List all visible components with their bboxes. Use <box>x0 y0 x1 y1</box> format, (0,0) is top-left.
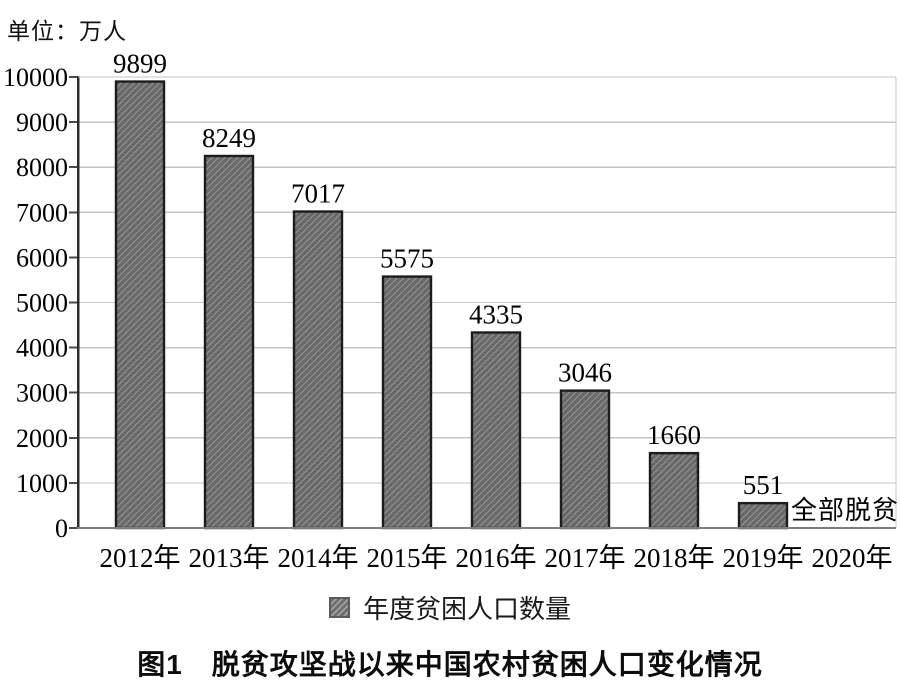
y-tick-label: 8000 <box>16 153 68 182</box>
bar-2012年 <box>114 80 166 530</box>
bar-value-label: 1660 <box>647 420 701 450</box>
axes-group <box>69 76 896 529</box>
bar-value-label: 9899 <box>113 49 167 79</box>
y-tick-label: 6000 <box>16 243 68 272</box>
bar-2019年 <box>737 501 789 530</box>
x-tick-label: 2013年 <box>189 543 270 573</box>
bar-value-label: 4335 <box>469 299 523 329</box>
annotation-2020年: 全部脱贫 <box>791 496 899 525</box>
legend: 年度贫困人口数量 <box>0 589 900 626</box>
bar-value-label: 551 <box>743 470 784 500</box>
bar-chart: 0 1000 2000 3000 4000 5000 6000 7000 8000 9000 100… <box>3 49 899 573</box>
bar-value-label: 7017 <box>291 179 345 209</box>
y-tick-label: 4000 <box>16 334 68 363</box>
legend-swatch-icon <box>328 597 350 618</box>
y-tick-label: 3000 <box>16 379 68 408</box>
x-tick-label: 2017年 <box>545 543 626 573</box>
unit-label: 单位：万人 <box>7 19 127 44</box>
bar-value-label: 5575 <box>380 244 434 274</box>
y-tick-label: 7000 <box>16 198 68 227</box>
bar-value-label: 8249 <box>202 123 256 153</box>
bar-2014年 <box>292 210 344 530</box>
legend-label: 年度贫困人口数量 <box>362 595 571 624</box>
x-tick-label: 2018年 <box>634 543 715 573</box>
x-tick-label: 2016年 <box>456 543 537 573</box>
y-tick-label: 10000 <box>3 63 68 92</box>
bar-2018年 <box>648 451 700 530</box>
bar-value-label: 3046 <box>558 358 612 388</box>
bar-2013年 <box>203 154 255 530</box>
x-tick-label: 2012年 <box>100 543 181 573</box>
bar-2015年 <box>381 275 433 530</box>
y-tick-label: 5000 <box>16 289 68 318</box>
figure-caption: 图1 脱贫攻坚战以来中国农村贫困人口变化情况 <box>137 649 763 680</box>
x-tick-label: 2020年 <box>812 543 893 573</box>
x-tick-label: 2019年 <box>723 543 804 573</box>
x-tick-label: 2015年 <box>367 543 448 573</box>
bars-group <box>114 80 789 530</box>
bar-2016年 <box>470 331 522 530</box>
labels-group: 0 1000 2000 3000 4000 5000 6000 7000 8000 9000 100… <box>3 49 899 573</box>
bar-2017年 <box>559 389 611 530</box>
y-tick-label: 9000 <box>16 108 68 137</box>
x-tick-label: 2014年 <box>278 543 359 573</box>
y-tick-label: 1000 <box>16 469 68 498</box>
y-tick-label: 0 <box>55 514 68 543</box>
y-tick-label: 2000 <box>16 424 68 453</box>
